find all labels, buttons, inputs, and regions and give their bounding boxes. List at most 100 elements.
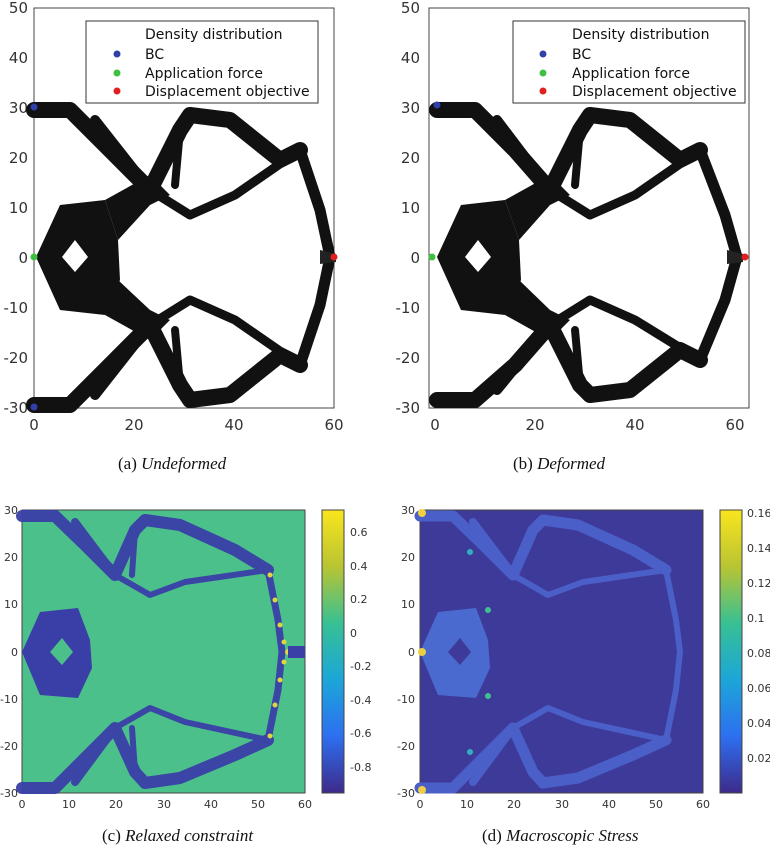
x-tick: 50 [251,798,265,811]
x-tick: 30 [555,798,569,811]
y-axis-ticks: 50 40 30 20 10 0 -10 -20 -30 [396,0,421,417]
y-tick: 20 [401,551,415,564]
colorbar-tick: 0.6 [350,526,368,539]
legend-marker-bc [539,50,547,58]
density-tip [727,250,743,264]
legend-entry: BC [145,47,164,63]
y-tick: 10 [401,598,415,611]
x-tick: 60 [725,416,744,434]
y-axis-ticks: 30 20 10 0 -10 -20 -30 [0,504,18,800]
caption-title: Relaxed constraint [125,826,254,845]
caption-label: (a) [118,454,142,473]
y-tick: -30 [0,787,18,800]
legend: Density distribution BC Application forc… [85,20,319,104]
x-tick: 0 [19,798,26,811]
x-tick: 20 [525,416,544,434]
x-tick: 20 [109,798,123,811]
colorbar-tick: 0.12 [747,577,770,590]
x-tick: 0 [417,798,424,811]
y-tick: 30 [401,504,415,517]
x-axis-ticks: 0 20 40 60 [430,416,744,434]
y-tick: 40 [9,49,28,67]
legend-entry: BC [572,47,591,63]
legend-marker-bc [113,50,121,58]
colorbar-tick: 0 [350,627,357,640]
density-structure [429,102,743,408]
caption-label: (d) [482,826,507,845]
x-tick: 10 [460,798,474,811]
legend-title: Density distribution [145,27,282,43]
y-tick: 50 [401,0,420,17]
y-tick: -10 [397,693,415,706]
colorbar [719,509,743,794]
caption-title: Macroscopic Stress [506,826,639,845]
y-tick: 10 [401,199,420,217]
y-tick: 30 [4,504,18,517]
y-tick: 40 [401,49,420,67]
y-tick: 20 [9,149,28,167]
y-tick: 30 [401,99,420,117]
x-tick: 60 [324,416,343,434]
y-tick: -20 [396,349,421,367]
legend-entry: Displacement objective [145,84,310,100]
stress-hub-hole [448,638,471,665]
x-tick: 30 [157,798,171,811]
colorbar-tick: -0.2 [350,660,371,673]
relaxed-structure [16,510,286,794]
x-axis-ticks: 0 10 20 30 40 50 60 [19,798,313,811]
panel-c-plot: 30 20 10 0 -10 -20 -30 0 10 20 30 40 50 … [0,504,371,811]
density-hub-upper [105,175,170,240]
y-axis-ticks: 50 40 30 20 10 0 -10 -20 -30 [4,0,29,417]
x-axis-ticks: 0 20 40 60 [29,416,343,434]
x-axis-ticks: 0 10 20 30 40 50 60 [417,798,711,811]
x-tick: 40 [625,416,644,434]
y-tick: -10 [396,299,421,317]
y-axis-ticks: 30 20 10 0 -10 -20 -30 [397,504,415,800]
legend-marker-force [539,69,547,77]
density-hub-hole [465,240,491,272]
caption-d: (d) Macroscopic Stress [482,826,638,846]
y-tick: 0 [410,249,420,267]
caption-label: (b) [513,454,538,473]
colorbar-tick: -0.6 [350,727,371,740]
force-point [30,253,38,261]
density-tip [320,250,336,264]
y-tick: 30 [9,99,28,117]
y-tick: -30 [397,787,415,800]
colorbar-tick: -0.4 [350,694,371,707]
relaxed-hub-hole [50,638,73,665]
density-hub-upper [505,175,570,240]
density-hub-lower [105,280,170,340]
y-tick: -20 [0,740,18,753]
y-tick: -30 [4,399,29,417]
y-tick: -30 [396,399,421,417]
x-tick: 20 [507,798,521,811]
legend-marker-force [113,69,121,77]
colorbar-tick: 0.16 [747,507,770,520]
colorbar [321,509,345,794]
y-tick: 0 [408,646,415,659]
density-hub-lower [505,280,570,340]
y-tick: 20 [4,551,18,564]
x-tick: 0 [430,416,440,434]
y-tick: 10 [4,598,18,611]
objective-point [330,253,338,261]
legend-marker-objective [113,87,121,95]
y-tick: 0 [11,646,18,659]
density-structure [26,102,336,413]
legend-entry: Application force [572,66,690,82]
force-point [428,253,436,261]
caption-b: (b) Deformed [513,454,605,474]
panel-a-plot: 50 40 30 20 10 0 -10 -20 -30 0 20 40 60 … [4,0,344,434]
y-tick: 0 [18,249,28,267]
legend-entry: Displacement objective [572,84,737,100]
x-tick: 40 [224,416,243,434]
colorbar-tick: 0.2 [350,593,368,606]
stress-structure [414,510,683,794]
colorbar-tick: 0.02 [747,752,770,765]
x-tick: 40 [602,798,616,811]
y-tick: -10 [4,299,29,317]
caption-title: Deformed [537,454,606,473]
legend: Density distribution BC Application forc… [512,20,746,104]
colorbar-tick: 0.04 [747,717,770,730]
